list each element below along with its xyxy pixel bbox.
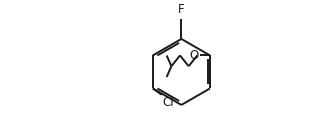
Text: F: F bbox=[178, 3, 185, 16]
Text: O: O bbox=[190, 49, 199, 62]
Text: Cl: Cl bbox=[163, 96, 174, 109]
